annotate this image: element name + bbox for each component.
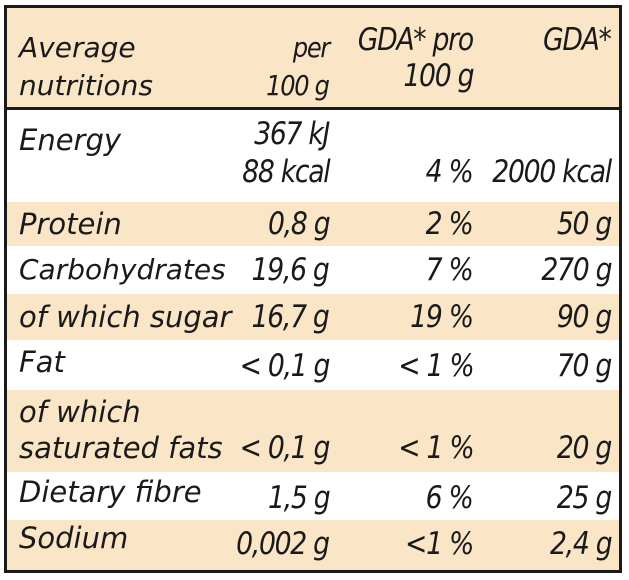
gda-amount: 25 g (556, 480, 612, 516)
nutrient-value: 19,6 g (251, 252, 330, 288)
header-per-label: per (292, 31, 330, 64)
nutrient-value: < 0,1 g (239, 348, 330, 384)
gda-percent: 7 % (426, 252, 474, 288)
gda-percent: 19 % (410, 299, 474, 335)
table-row-fat: Fat < 0,1 g < 1 % 70 g (7, 342, 619, 390)
nutrient-value: 1,5 g (267, 480, 331, 516)
header-average-label: Average (19, 31, 136, 64)
gda-amount: 90 g (556, 299, 612, 335)
nutrient-name: Protein (19, 207, 122, 241)
nutrient-name: Energy (19, 123, 122, 157)
nutrient-value-kj: 367 kJ (254, 116, 330, 152)
header-gda-pro-label: GDA* pro (357, 22, 474, 58)
gda-percent: 4 % (426, 154, 474, 190)
nutrient-value: 0,8 g (267, 206, 331, 242)
nutrient-name-line2: saturated fats (19, 431, 223, 465)
gda-percent: < 1 % (397, 348, 474, 384)
gda-amount: 50 g (556, 206, 612, 242)
gda-percent: < 1 % (397, 430, 474, 466)
nutrient-name: Fat (19, 345, 65, 379)
table-header: Average nutritions per 100 g GDA* pro 10… (7, 8, 619, 110)
nutrient-name: of which sugar (19, 300, 232, 334)
gda-amount: 2000 kcal (492, 154, 612, 190)
gda-amount: 270 g (541, 252, 612, 288)
nutrient-value-kcal: 88 kcal (241, 154, 331, 190)
gda-percent: <1 % (405, 526, 474, 562)
table-row-saturated-fats: of which saturated fats < 0,1 g < 1 % 20… (7, 390, 619, 474)
nutrient-name: Carbohydrates (19, 253, 226, 286)
table-row-sodium: Sodium 0,002 g <1 % 2,4 g (7, 520, 619, 570)
nutrient-value: < 0,1 g (239, 430, 330, 466)
header-per-unit: 100 g (266, 69, 331, 102)
gda-percent: 6 % (426, 480, 474, 516)
header-nutritions-label: nutritions (19, 69, 153, 102)
header-gda-pro-unit: 100 g (403, 58, 474, 94)
gda-amount: 70 g (556, 348, 612, 384)
table-row-energy: Energy 367 kJ 88 kcal 4 % 2000 kcal (7, 110, 619, 202)
table-row-carbohydrates: Carbohydrates 19,6 g 7 % 270 g (7, 248, 619, 294)
nutrient-value: 16,7 g (251, 299, 330, 335)
table-row-dietary-fibre: Dietary fibre 1,5 g 6 % 25 g (7, 474, 619, 520)
nutrition-table: Average nutritions per 100 g GDA* pro 10… (4, 5, 622, 573)
gda-percent: 2 % (426, 206, 474, 242)
table-row-sugar: of which sugar 16,7 g 19 % 90 g (7, 294, 619, 342)
nutrient-name: Sodium (19, 521, 129, 555)
nutrient-value: 0,002 g (236, 526, 330, 562)
gda-amount: 20 g (556, 430, 612, 466)
nutrient-name: Dietary fibre (19, 475, 202, 509)
gda-amount: 2,4 g (549, 526, 613, 562)
nutrient-name-line1: of which (19, 395, 141, 429)
table-row-protein: Protein 0,8 g 2 % 50 g (7, 202, 619, 248)
header-gda-label: GDA* (543, 22, 612, 58)
